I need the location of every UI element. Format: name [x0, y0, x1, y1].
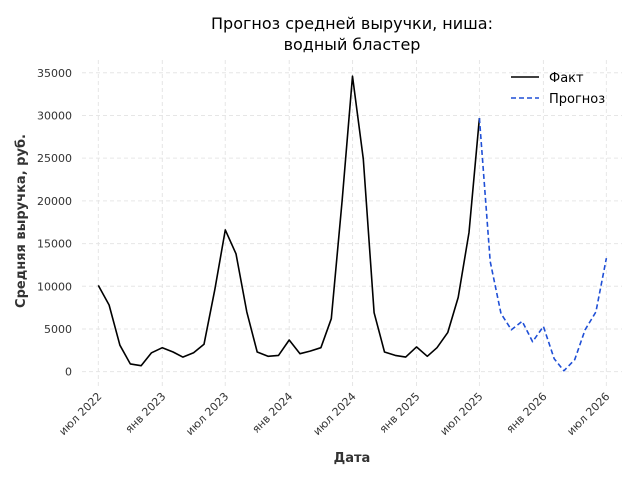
y-tick-label: 20000 — [37, 195, 72, 208]
legend-label-forecast: Прогноз — [549, 92, 605, 107]
y-tick-label: 35000 — [37, 67, 72, 80]
y-tick-label: 15000 — [37, 238, 72, 251]
chart-title-line-2: водный бластер — [284, 35, 421, 54]
y-tick-label: 0 — [65, 366, 72, 379]
x-gridlines — [97, 60, 607, 387]
y-tick-labels: 0 5000 10000 15000 20000 25000 30000 35000 — [37, 67, 72, 379]
series-line-fact — [97, 75, 481, 367]
x-axis-label: Дата — [334, 451, 371, 466]
chart-title-line-1: Прогноз средней выручки, ниша: — [211, 14, 493, 33]
y-axis-label: Средняя выручка, руб. — [14, 134, 29, 308]
legend-label-fact: Факт — [549, 71, 584, 86]
series-line-forecast — [478, 118, 608, 372]
y-tick-label: 5000 — [44, 323, 72, 336]
legend: Факт Прогноз — [511, 71, 605, 107]
y-gridlines — [82, 72, 622, 373]
y-tick-label: 10000 — [37, 280, 72, 293]
y-tick-label: 30000 — [37, 109, 72, 122]
series-layer — [97, 75, 608, 372]
y-tick-label: 25000 — [37, 152, 72, 165]
